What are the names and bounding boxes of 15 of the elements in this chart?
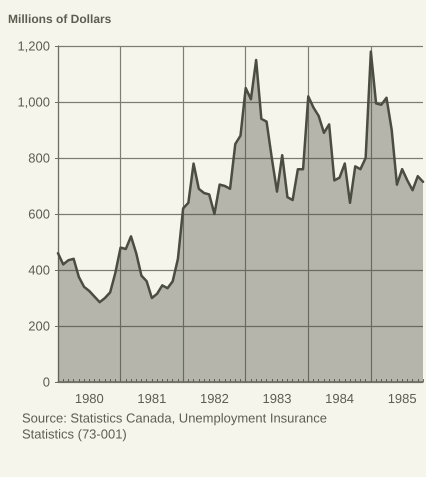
y-tick-label: 0 xyxy=(42,374,50,390)
y-tick-label: 1,000 xyxy=(17,94,50,110)
x-tick-label: 1983 xyxy=(262,391,292,406)
x-tick-label: 1982 xyxy=(200,391,229,406)
y-tick-label: 1,200 xyxy=(17,38,50,54)
x-tick-label: 1985 xyxy=(388,391,417,406)
y-tick-label: 400 xyxy=(28,262,50,278)
x-tick-label: 1981 xyxy=(137,391,166,406)
x-tick-label: 1980 xyxy=(74,391,104,406)
y-tick-label: 800 xyxy=(28,150,50,166)
y-tick-label: 600 xyxy=(28,206,50,222)
x-tick-label: 1984 xyxy=(325,391,354,406)
y-tick-label: 200 xyxy=(28,318,50,334)
source-note: Source: Statistics Canada, Unemployment Insurance Statistics (73-001) xyxy=(22,410,331,442)
y-axis-title: Millions of Dollars xyxy=(8,12,112,26)
